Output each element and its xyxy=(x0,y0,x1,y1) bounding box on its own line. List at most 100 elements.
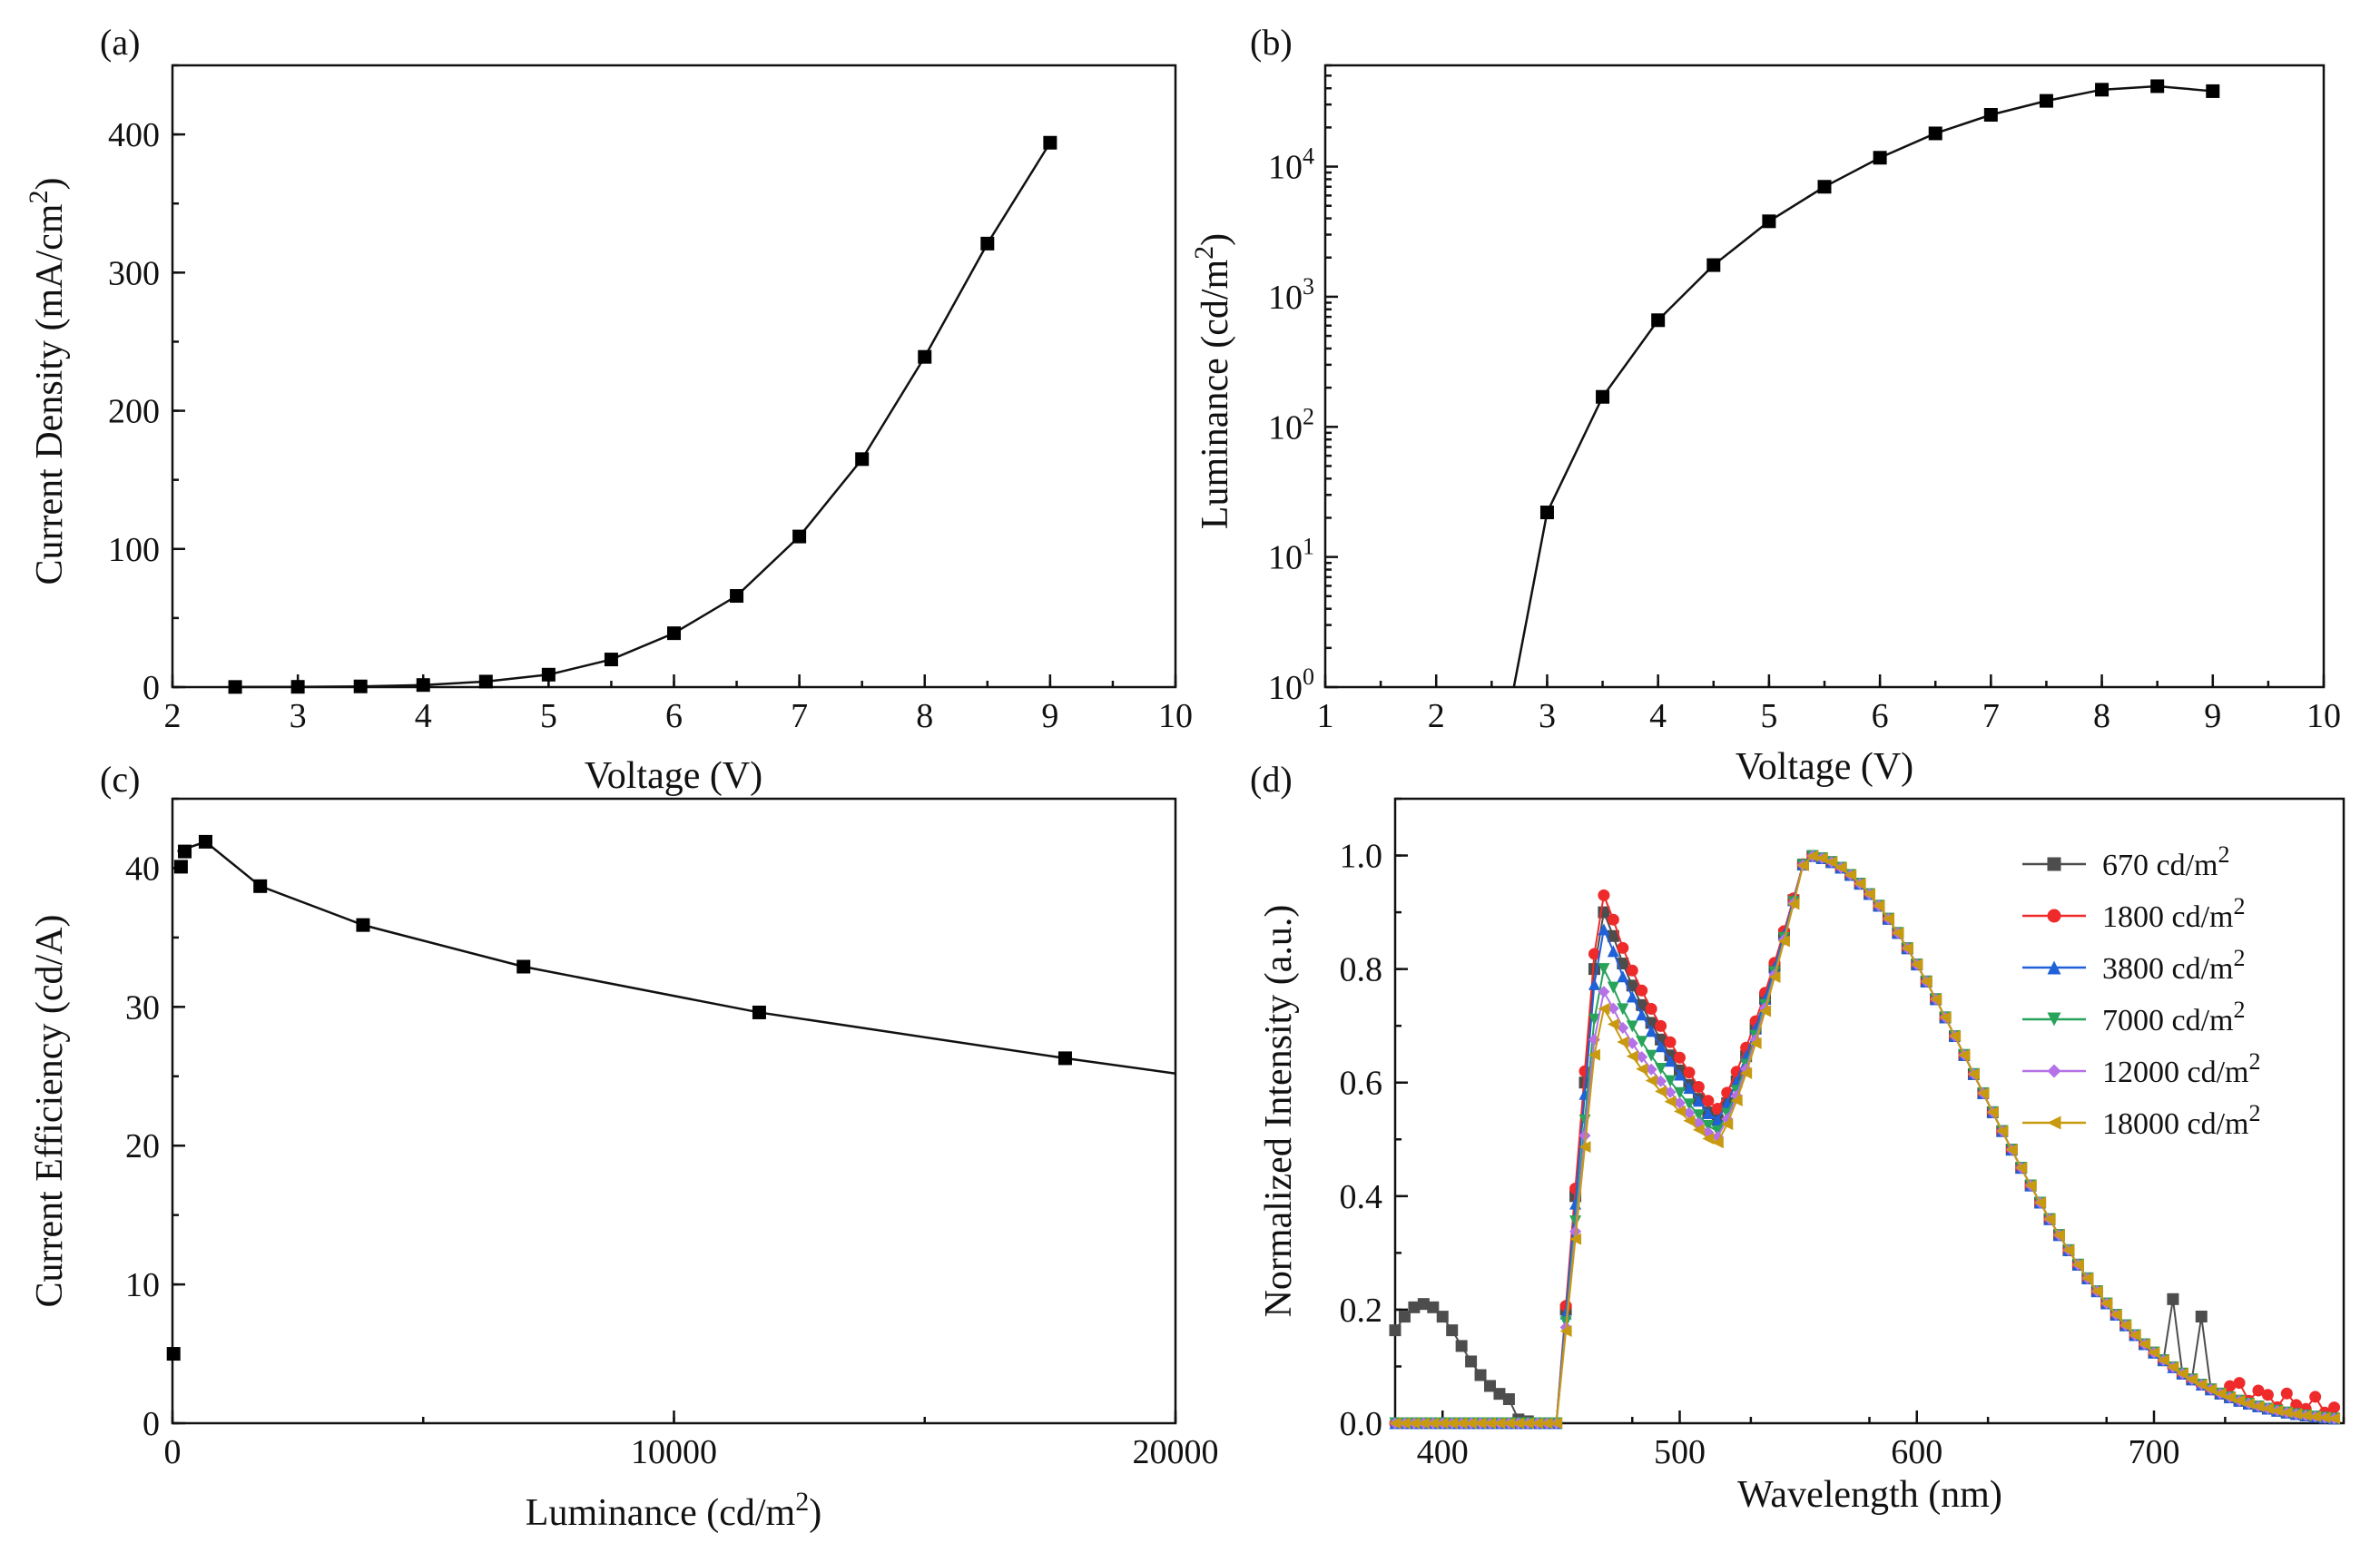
data-point xyxy=(228,680,242,694)
data-point xyxy=(290,680,305,694)
data-point xyxy=(1692,1080,1705,1093)
x-tick-label: 2 xyxy=(164,697,182,735)
data-point xyxy=(1521,1417,1534,1430)
data-point xyxy=(1626,964,1638,977)
legend-marker xyxy=(2047,1116,2061,1130)
data-point xyxy=(1655,1085,1667,1097)
x-tick-label: 400 xyxy=(1417,1433,1469,1471)
data-point xyxy=(2071,1258,2084,1271)
data-point xyxy=(1626,1037,1638,1049)
data-point xyxy=(1446,1324,1459,1337)
data-point xyxy=(2290,1408,2303,1420)
y-tick-exp: 0 xyxy=(1303,663,1314,690)
x-tick-label: 2 xyxy=(1428,697,1445,735)
panel-b-marks xyxy=(1512,79,2220,688)
data-point xyxy=(2261,1402,2274,1415)
data-point xyxy=(1796,859,1809,871)
y-tick-label: 10 xyxy=(125,1266,160,1304)
data-point xyxy=(1607,929,1619,942)
data-point xyxy=(166,1347,181,1361)
data-point xyxy=(1986,1106,1999,1118)
y-tick-base: 10 xyxy=(1268,279,1303,317)
data-point xyxy=(416,678,430,693)
data-point xyxy=(2299,1409,2312,1421)
data-point xyxy=(1455,1340,1468,1352)
data-point xyxy=(1674,1086,1686,1099)
legend-marker xyxy=(2047,1064,2061,1078)
data-point xyxy=(2252,1400,2265,1412)
panel-d-marks xyxy=(1389,850,2341,1430)
y-tick-label: 104 xyxy=(1268,143,1314,187)
data-point xyxy=(1706,258,1721,272)
data-point xyxy=(2280,1387,2293,1400)
legend-marker xyxy=(2047,909,2061,923)
y-tick-label: 0.4 xyxy=(1340,1178,1383,1216)
data-point xyxy=(1873,151,1887,165)
data-point xyxy=(1598,986,1610,998)
data-point xyxy=(1539,506,1554,520)
legend-label-text: 670 cd/m xyxy=(2102,849,2218,882)
data-point xyxy=(1540,1417,1553,1430)
data-point xyxy=(1882,912,1894,925)
y-tick-label: 0 xyxy=(143,1405,160,1443)
y-tick-base: 10 xyxy=(1268,408,1303,447)
data-point xyxy=(1645,1049,1657,1062)
data-point xyxy=(1674,1068,1686,1081)
y-tick-label: 0.8 xyxy=(1340,951,1383,989)
data-point xyxy=(1740,1041,1753,1054)
data-point xyxy=(1683,1106,1696,1119)
data-point xyxy=(1398,1417,1411,1430)
data-point xyxy=(2015,1162,2028,1175)
legend-marker xyxy=(2047,1012,2061,1027)
data-point xyxy=(2081,1272,2094,1284)
data-point xyxy=(1664,1096,1677,1108)
x-tick-label: 8 xyxy=(916,697,933,735)
data-point xyxy=(1711,1136,1724,1149)
y-tick-exp: 1 xyxy=(1303,534,1314,560)
x-tick-label: 20000 xyxy=(1133,1433,1219,1471)
data-point xyxy=(730,589,744,604)
data-point xyxy=(667,626,681,641)
data-point xyxy=(1607,1002,1619,1015)
x-tick-label: 4 xyxy=(415,697,432,735)
data-point xyxy=(1892,927,1904,939)
x-tick-label: 10 xyxy=(2306,697,2341,735)
data-point xyxy=(1939,1011,1952,1024)
data-point xyxy=(2167,1361,2179,1373)
data-point xyxy=(1651,313,1666,328)
x-tick-label: 7 xyxy=(1982,697,2000,735)
panel-b-ylabel: Luminance (cd/m2) xyxy=(1189,233,1236,529)
panel-d-label: (d) xyxy=(1250,759,1293,800)
data-point xyxy=(2205,1383,2218,1396)
legend-label-text: 7000 cd/m xyxy=(2102,1004,2233,1037)
panel-b-frame xyxy=(1323,64,2326,689)
y-tick-label: 0.0 xyxy=(1340,1405,1383,1443)
data-point xyxy=(1617,941,1629,954)
panel-d-ylabel: Normalized Intensity (a.u.) xyxy=(1258,905,1300,1318)
data-point xyxy=(1389,1417,1401,1430)
legend-label-text: 18000 cd/m xyxy=(2102,1107,2248,1141)
data-point xyxy=(1484,1380,1496,1392)
data-point xyxy=(2261,1389,2274,1401)
data-point xyxy=(1674,1051,1686,1064)
data-point xyxy=(356,918,370,932)
data-point xyxy=(2318,1411,2331,1424)
legend-label-text: 12000 cd/m xyxy=(2102,1056,2248,1089)
data-point xyxy=(2053,1229,2065,1242)
data-point xyxy=(478,674,493,689)
data-point xyxy=(1389,1324,1401,1337)
data-point xyxy=(2214,1387,2227,1400)
spectrum-series xyxy=(1389,850,2341,1430)
data-point xyxy=(1598,889,1610,901)
data-point xyxy=(2095,83,2110,97)
data-point xyxy=(1578,1129,1591,1142)
data-point xyxy=(1655,1040,1667,1053)
data-point xyxy=(1578,1141,1591,1154)
data-point xyxy=(1949,1029,1962,1042)
data-point xyxy=(1683,1066,1696,1079)
data-point xyxy=(1806,850,1819,862)
data-point xyxy=(1930,993,1942,1006)
data-point xyxy=(1617,1021,1629,1034)
panel-c-label: (c) xyxy=(100,759,140,800)
